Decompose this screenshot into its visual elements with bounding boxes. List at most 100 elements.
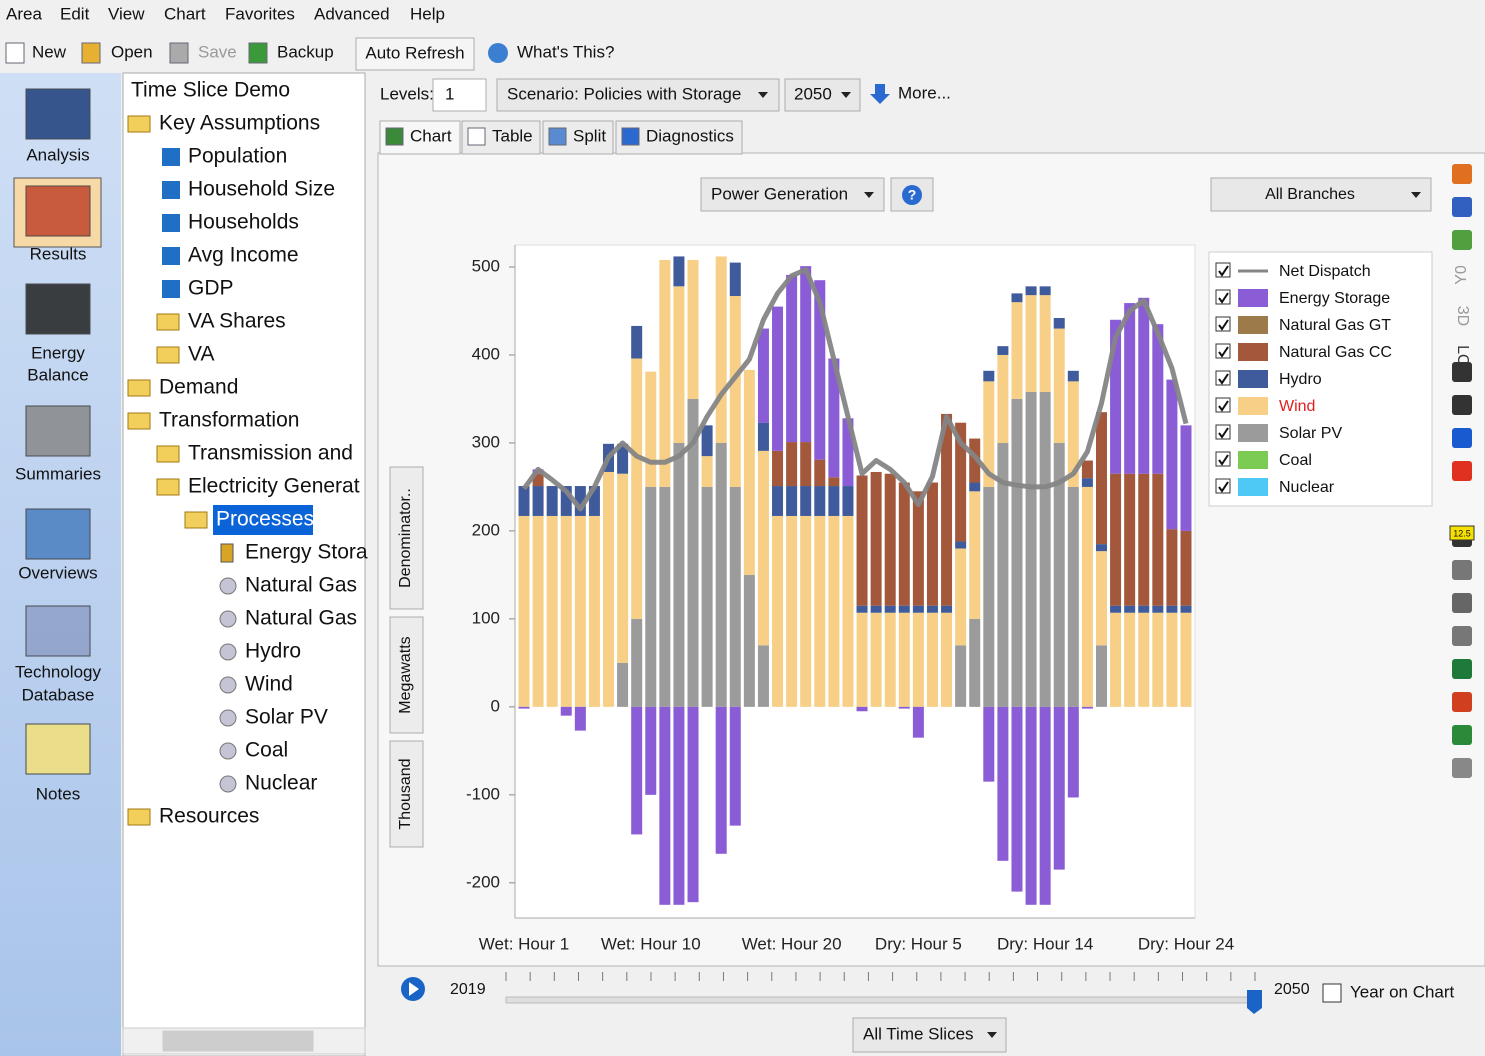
tree-item[interactable]: Energy Stora (245, 541, 368, 564)
sidebar-label[interactable]: Overviews (18, 563, 97, 582)
unit-label[interactable]: Denominator.. (397, 488, 414, 588)
year-text[interactable]: 2050 (794, 84, 832, 103)
branches-dropdown[interactable] (1210, 177, 1432, 212)
menu-item[interactable]: Chart (164, 4, 206, 23)
variable-text[interactable]: Power Generation (711, 184, 848, 203)
sidebar-label[interactable]: Notes (36, 784, 80, 803)
tree-item[interactable]: VA (188, 343, 214, 366)
toolbar-icon[interactable] (1452, 362, 1472, 382)
menu-item[interactable]: Area (6, 4, 42, 23)
sidebar-label[interactable]: Analysis (26, 145, 89, 164)
sidebar-label[interactable]: Energy (31, 343, 85, 362)
tree-item[interactable]: Transmission and (188, 442, 353, 465)
scroll-thumb[interactable] (162, 1030, 314, 1052)
toolbar-icon[interactable] (1452, 758, 1472, 778)
tree-item[interactable]: VA Shares (188, 310, 286, 333)
legend-label[interactable]: Coal (1279, 452, 1312, 469)
slider-track[interactable] (505, 996, 1256, 1004)
sidebar-icon[interactable] (25, 405, 91, 457)
toolbar-icon[interactable] (1452, 395, 1472, 415)
toolbar-icon[interactable] (1452, 692, 1472, 712)
tree-item[interactable]: Natural Gas (245, 607, 357, 630)
tree-item[interactable]: Population (188, 145, 287, 168)
tab-label[interactable]: Split (573, 126, 606, 145)
unit-label[interactable]: Thousand (397, 758, 414, 829)
scenario-text[interactable]: Scenario: Policies with Storage (507, 84, 741, 103)
toolbar-button[interactable]: Save (198, 42, 237, 61)
unit-label[interactable]: Megawatts (397, 636, 414, 713)
toolbar-icon[interactable] (1452, 428, 1472, 448)
sidebar-label[interactable]: Results (30, 244, 87, 263)
tree-item[interactable]: Natural Gas (245, 574, 357, 597)
sidebar-label[interactable]: Database (22, 685, 95, 704)
unit-button[interactable] (389, 740, 424, 848)
toolbar-button[interactable]: Auto Refresh (365, 43, 464, 62)
tab-label[interactable]: Chart (410, 126, 452, 145)
tree-item[interactable]: Transformation (159, 409, 299, 432)
toolbar-toggle[interactable]: LOG (1454, 345, 1471, 379)
toolbar-toggle[interactable]: Y0 (1453, 265, 1470, 285)
legend-label[interactable]: Nuclear (1279, 479, 1335, 496)
year-on-chart-label[interactable]: Year on Chart (1350, 982, 1455, 1001)
toolbar-icon[interactable] (1452, 659, 1472, 679)
more-link[interactable]: More... (898, 83, 951, 102)
toolbar-icon[interactable] (1452, 461, 1472, 481)
tree-item[interactable]: Demand (159, 376, 238, 399)
sidebar-icon[interactable] (25, 185, 91, 237)
tree-item[interactable]: Time Slice Demo (131, 79, 290, 102)
legend-label[interactable]: Solar PV (1279, 425, 1342, 442)
tree-item[interactable]: Key Assumptions (159, 112, 320, 135)
toolbar-icon[interactable] (1452, 560, 1472, 580)
tree-item[interactable]: Processes (216, 508, 314, 531)
tree-item[interactable]: Households (188, 211, 299, 234)
legend-label[interactable]: Net Dispatch (1279, 263, 1371, 280)
sidebar-icon[interactable] (25, 508, 91, 560)
menu-item[interactable]: Advanced (314, 4, 390, 23)
legend-label[interactable]: Natural Gas GT (1279, 317, 1391, 334)
legend-label[interactable]: Hydro (1279, 371, 1322, 388)
unit-button[interactable] (389, 616, 424, 734)
tree-item[interactable]: Electricity Generat (188, 475, 360, 498)
toolbar-toggle[interactable]: 3D (1454, 306, 1471, 326)
tab-label[interactable]: Table (492, 126, 533, 145)
toolbar-icon[interactable] (1452, 593, 1472, 613)
tree-item[interactable]: Hydro (245, 640, 301, 663)
year-on-chart-checkbox[interactable] (1322, 983, 1342, 1003)
legend-label[interactable]: Natural Gas CC (1279, 344, 1392, 361)
time-slices-dropdown[interactable] (852, 1017, 1007, 1053)
slider-thumb[interactable] (1247, 990, 1262, 1014)
legend-label[interactable]: Energy Storage (1279, 290, 1390, 307)
sidebar-label[interactable]: Balance (27, 365, 88, 384)
tree-item[interactable]: Wind (245, 673, 293, 696)
toolbar-icon[interactable] (1452, 725, 1472, 745)
auto-refresh-button[interactable] (355, 37, 475, 71)
tab-label[interactable]: Diagnostics (646, 126, 734, 145)
time-slices-text[interactable]: All Time Slices (863, 1024, 974, 1043)
tree-item[interactable]: Resources (159, 805, 259, 828)
toolbar-icon[interactable] (1452, 626, 1472, 646)
sidebar-label[interactable]: Summaries (15, 464, 101, 483)
unit-button[interactable] (389, 466, 424, 610)
scenario-dropdown[interactable] (496, 78, 780, 112)
levels-spinner[interactable] (432, 78, 487, 112)
toolbar-icon[interactable] (1452, 164, 1472, 184)
toolbar-icon[interactable] (1452, 230, 1472, 250)
menu-item[interactable]: Help (410, 4, 445, 23)
legend-label[interactable]: Wind (1279, 398, 1315, 415)
sidebar-label[interactable]: Technology (15, 662, 102, 681)
tree-item[interactable]: Solar PV (245, 706, 328, 729)
sidebar-icon[interactable] (25, 283, 91, 335)
toolbar-icon[interactable] (1449, 525, 1475, 541)
sidebar-icon[interactable] (25, 88, 91, 140)
tree-item[interactable]: Coal (245, 739, 288, 762)
toolbar-icon[interactable] (1452, 197, 1472, 217)
menu-item[interactable]: Edit (60, 4, 90, 23)
menu-item[interactable]: View (108, 4, 145, 23)
tree-item[interactable]: Avg Income (188, 244, 299, 267)
help-text[interactable]: ? (908, 187, 917, 203)
tree-item[interactable]: GDP (188, 277, 234, 300)
toolbar-button[interactable]: Backup (277, 42, 334, 61)
variable-dropdown[interactable] (700, 177, 885, 212)
tree-item[interactable]: Nuclear (245, 772, 317, 795)
tree-item[interactable]: Household Size (188, 178, 335, 201)
